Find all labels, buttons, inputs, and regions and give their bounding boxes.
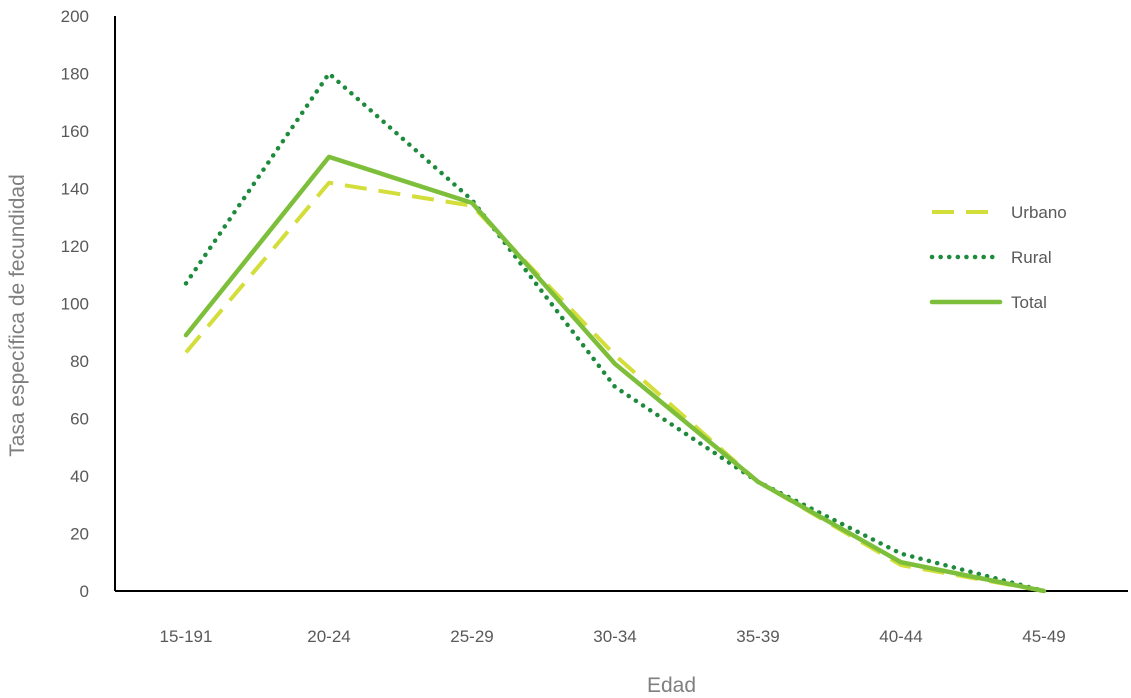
y-tick-label: 80: [70, 352, 89, 371]
x-axis-title: Edad: [647, 674, 696, 697]
y-axis-tick-labels: 0 20 40 60 80 100 120 140 160 180 200: [61, 7, 89, 601]
series-line-urbano: [184, 180, 1045, 593]
x-axis-tick-labels: 15-191 20-24 25-29 30-34 35-39 40-44 45-49: [160, 627, 1066, 646]
y-tick-label: 60: [70, 410, 89, 429]
y-tick-label: 0: [80, 582, 89, 601]
y-tick-label: 180: [61, 65, 89, 84]
x-tick-label: 20-24: [307, 627, 350, 646]
y-tick-label: 100: [61, 295, 89, 314]
x-tick-label: 40-44: [879, 627, 922, 646]
y-tick-label: 160: [61, 122, 89, 141]
x-tick-label: 25-29: [450, 627, 493, 646]
series-lines: [183, 71, 1047, 594]
series-line-total: [183, 154, 1047, 594]
y-axis-title: Tasa específica de fecundidad: [6, 174, 29, 457]
y-tick-label: 140: [61, 180, 89, 199]
x-tick-label: 35-39: [736, 627, 779, 646]
x-tick-label: 15-191: [160, 627, 213, 646]
x-tick-label: 45-49: [1022, 627, 1065, 646]
y-tick-label: 20: [70, 525, 89, 544]
series-line-rural: [183, 71, 1047, 594]
legend-label-urbano: Urbano: [1011, 203, 1067, 222]
legend: Urbano Rural Total: [929, 203, 1067, 312]
legend-label-rural: Rural: [1011, 248, 1052, 267]
y-tick-label: 120: [61, 237, 89, 256]
y-tick-label: 40: [70, 467, 89, 486]
legend-label-total: Total: [1011, 293, 1047, 312]
y-tick-label: 200: [61, 7, 89, 26]
x-tick-label: 30-34: [593, 627, 636, 646]
